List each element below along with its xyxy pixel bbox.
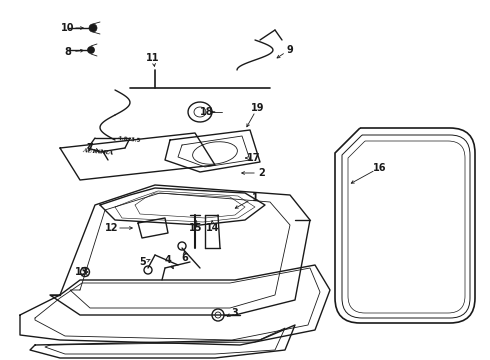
Text: 9: 9 [287,45,294,55]
Text: 17: 17 [247,153,261,163]
Text: 19: 19 [251,103,265,113]
Circle shape [88,46,95,54]
Text: 14: 14 [206,223,220,233]
Text: 7: 7 [87,143,94,153]
Text: 11: 11 [146,53,160,63]
Circle shape [89,24,97,32]
Text: AURORA: AURORA [82,148,114,156]
Text: 4: 4 [165,255,172,265]
Text: 13: 13 [75,267,89,277]
Text: 18: 18 [200,107,214,117]
Text: 1: 1 [252,193,258,203]
Text: 5: 5 [140,257,147,267]
Text: 6: 6 [182,253,188,263]
Text: 3: 3 [232,308,238,318]
Text: 16: 16 [373,163,387,173]
Text: 10: 10 [61,23,75,33]
Text: 8: 8 [65,47,72,57]
Text: 2: 2 [259,168,266,178]
Text: 12: 12 [105,223,119,233]
Text: 15: 15 [189,223,203,233]
Text: 4.0  3.5: 4.0 3.5 [118,136,141,143]
